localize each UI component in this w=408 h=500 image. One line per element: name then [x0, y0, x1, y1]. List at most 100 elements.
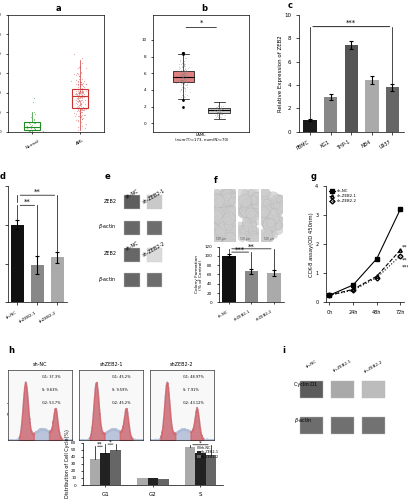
Point: [73, 110, 80, 118]
Point: [215, 102, 222, 110]
Point: [214, 108, 220, 116]
Point: [216, 106, 222, 114]
Point: [75, 104, 81, 112]
Point: [184, 74, 191, 82]
Point: [179, 77, 185, 85]
Point: [216, 103, 222, 111]
Point: [178, 72, 185, 80]
Point: [78, 114, 85, 122]
Text: ***: ***: [346, 20, 356, 26]
Bar: [362, 417, 386, 434]
Bar: [146, 195, 162, 209]
Point: [75, 102, 81, 110]
Point: [184, 72, 191, 80]
Point: [78, 113, 84, 121]
Point: [220, 105, 226, 113]
Point: [75, 87, 81, 95]
Point: [182, 74, 189, 82]
Point: [214, 106, 221, 114]
Text: sh-ZEB2-2: sh-ZEB2-2: [364, 360, 384, 374]
Point: [76, 107, 82, 115]
Point: [75, 92, 82, 100]
Point: [183, 70, 189, 78]
Point: [77, 88, 83, 96]
Text: sh-NC: sh-NC: [125, 240, 140, 252]
Point: [75, 126, 82, 134]
Point: [213, 104, 220, 112]
Point: [218, 112, 224, 120]
sh-ZEB2-2: [374, 274, 379, 280]
Point: [74, 64, 81, 72]
Point: [182, 60, 188, 68]
Point: [74, 107, 80, 115]
Point: [179, 70, 185, 78]
Point: [79, 116, 86, 124]
Text: ***: ***: [401, 265, 408, 270]
Point: [180, 89, 186, 97]
Point: [72, 98, 79, 106]
Point: [176, 63, 183, 71]
Point: [175, 78, 182, 86]
Point: [78, 85, 84, 93]
Point: [215, 106, 222, 114]
Point: [182, 74, 188, 82]
Point: [178, 82, 184, 90]
Text: b: b: [201, 4, 207, 13]
Point: [181, 79, 188, 87]
Point: [215, 102, 222, 110]
Bar: [146, 221, 162, 235]
Point: [83, 80, 89, 88]
Point: [80, 114, 86, 122]
PathPatch shape: [208, 108, 230, 114]
Point: [211, 106, 217, 114]
Point: [75, 72, 82, 80]
Point: [79, 94, 86, 102]
Point: [176, 70, 183, 78]
Point: [76, 82, 83, 90]
Bar: [124, 248, 140, 262]
Point: [80, 106, 86, 114]
Point: [75, 84, 82, 92]
Point: [80, 82, 86, 90]
Point: [77, 111, 84, 119]
Y-axis label: CCK-8 assay(OD 450nm): CCK-8 assay(OD 450nm): [309, 212, 314, 276]
Point: [75, 80, 81, 88]
Point: [74, 91, 81, 99]
Point: [181, 84, 187, 92]
Point: [79, 98, 86, 106]
Bar: [331, 381, 354, 398]
Text: $\beta$-actin: $\beta$-actin: [98, 222, 117, 231]
Point: [182, 69, 189, 77]
Point: [78, 93, 85, 101]
Point: [74, 88, 81, 96]
Text: i: i: [283, 346, 286, 356]
Point: [73, 96, 80, 104]
Point: [217, 110, 223, 118]
Bar: [24, 122, 40, 130]
Point: [78, 100, 84, 108]
Point: [178, 74, 185, 82]
Point: [74, 68, 80, 76]
Point: [183, 68, 189, 76]
Point: [180, 70, 186, 78]
Point: [181, 58, 187, 66]
Point: [216, 113, 222, 121]
Point: [76, 64, 83, 72]
Point: [26, 123, 32, 131]
Point: [77, 99, 83, 107]
Point: [184, 83, 190, 91]
Point: [81, 104, 87, 112]
Point: [212, 106, 219, 114]
Point: [74, 70, 81, 78]
Point: [78, 106, 84, 114]
Point: [216, 101, 223, 109]
Point: [28, 122, 35, 130]
Point: [182, 54, 188, 62]
Point: [75, 103, 82, 111]
Point: [74, 100, 80, 108]
Point: [78, 98, 84, 106]
Point: [78, 93, 84, 101]
Point: [77, 68, 84, 76]
Point: [182, 65, 188, 73]
Point: [78, 75, 85, 83]
